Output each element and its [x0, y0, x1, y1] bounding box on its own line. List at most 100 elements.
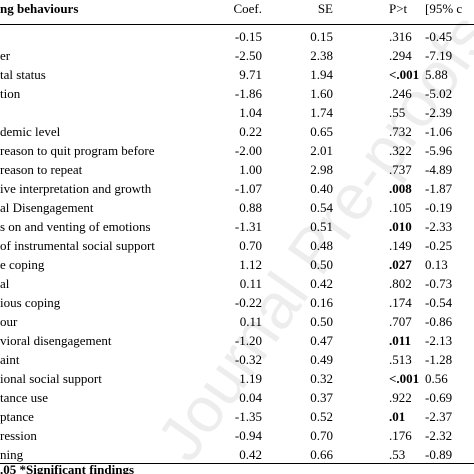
cell: -2.50 [234, 48, 262, 63]
row-label: ive interpretation and growth [0, 181, 152, 196]
cell: 1.00 [239, 162, 262, 177]
cell: -0.32 [234, 352, 262, 367]
cell: 1.94 [310, 67, 333, 82]
cell: -2.13 [425, 333, 453, 348]
cell: .316 [389, 29, 412, 44]
row-label: e coping [0, 257, 45, 272]
header-rule [0, 24, 474, 25]
cell: 0.42 [310, 276, 333, 291]
cell: .027 [389, 257, 412, 272]
cell: 0.16 [310, 295, 333, 310]
cell: -2.33 [425, 219, 453, 234]
cell: -0.25 [425, 238, 453, 253]
row-label: al [0, 276, 10, 291]
cell: -1.06 [425, 124, 453, 139]
row-label: ptance [0, 409, 34, 424]
row-label: er [0, 48, 11, 63]
row-label: ning [0, 447, 24, 462]
footnote: .05 *Significant findings [0, 462, 135, 474]
row-label: reason to repeat [0, 162, 83, 177]
cell: 0.88 [239, 200, 262, 215]
cell: .922 [389, 390, 412, 405]
cell: -2.32 [425, 428, 453, 443]
cell: 0.40 [310, 181, 333, 196]
cell: 0.70 [239, 238, 262, 253]
row-label: s on and venting of emotions [0, 219, 151, 234]
header-cell: Coef. [233, 1, 262, 16]
cell: -0.19 [425, 200, 453, 215]
cell: 0.32 [310, 371, 333, 386]
cell: .732 [389, 124, 412, 139]
cell: -7.19 [425, 48, 453, 63]
row-label: tion [0, 86, 21, 101]
cell: -5.02 [425, 86, 453, 101]
cell: 2.98 [310, 162, 333, 177]
cell: .53 [389, 447, 406, 462]
cell: 0.50 [310, 257, 333, 272]
cell: 0.13 [425, 257, 448, 272]
header-cell: [95% c [425, 1, 463, 16]
cell: -1.35 [234, 409, 262, 424]
cell: 1.04 [239, 105, 262, 120]
row-label: our [0, 314, 18, 329]
cell: 1.60 [310, 86, 333, 101]
cell: 0.66 [310, 447, 333, 462]
cell: 0.65 [310, 124, 333, 139]
cell: -0.94 [234, 428, 262, 443]
cell: .802 [389, 276, 412, 291]
cell: -0.69 [425, 390, 453, 405]
cell: 0.70 [310, 428, 333, 443]
cell: .707 [389, 314, 412, 329]
row-label: reason to quit program before [0, 143, 155, 158]
row-label: al Disengagement [0, 200, 94, 215]
cell: .105 [389, 200, 412, 215]
cell: <.001 [389, 67, 420, 82]
cell: -1.20 [234, 333, 262, 348]
cell: 0.22 [239, 124, 262, 139]
cell: 0.42 [239, 447, 262, 462]
cell: .010 [389, 219, 412, 234]
cell: 2.01 [310, 143, 333, 158]
cell: 0.56 [425, 371, 448, 386]
cell: 1.19 [239, 371, 262, 386]
cell: 0.49 [310, 352, 333, 367]
cell: -1.07 [234, 181, 262, 196]
cell: 9.71 [239, 67, 262, 82]
row-label: ression [0, 428, 37, 443]
cell: -2.39 [425, 105, 453, 120]
cell: 0.11 [239, 276, 262, 291]
row-label: ious coping [0, 295, 61, 310]
cell: .322 [389, 143, 412, 158]
cell: .174 [389, 295, 412, 310]
cell: 2.38 [310, 48, 333, 63]
cell: -1.86 [234, 86, 262, 101]
cell: .737 [389, 162, 412, 177]
cell: -0.54 [425, 295, 453, 310]
cell: -4.89 [425, 162, 453, 177]
header-cell: SE [317, 1, 333, 16]
cell: -0.22 [234, 295, 262, 310]
cell: -2.00 [234, 143, 262, 158]
row-label: of instrumental social support [0, 238, 155, 253]
cell: -2.37 [425, 409, 453, 424]
cell: 0.15 [310, 29, 333, 44]
cell: .149 [389, 238, 412, 253]
cell: -0.15 [234, 29, 262, 44]
cell: 0.51 [310, 219, 333, 234]
cell: .294 [389, 48, 412, 63]
cell: 5.88 [425, 67, 448, 82]
cell: -5.96 [425, 143, 453, 158]
cell: 0.37 [310, 390, 333, 405]
header-cell: ng behaviours [0, 1, 79, 16]
row-label: aint [0, 352, 20, 367]
cell: 0.54 [310, 200, 333, 215]
cell: .011 [389, 333, 412, 348]
cell: .008 [389, 181, 412, 196]
cell: -1.31 [234, 219, 262, 234]
row-label: tance use [0, 390, 49, 405]
cell: 0.11 [239, 314, 262, 329]
cell: 0.04 [239, 390, 262, 405]
cell: <.001 [389, 371, 420, 386]
cell: -1.28 [425, 352, 453, 367]
cell: -0.45 [425, 29, 453, 44]
